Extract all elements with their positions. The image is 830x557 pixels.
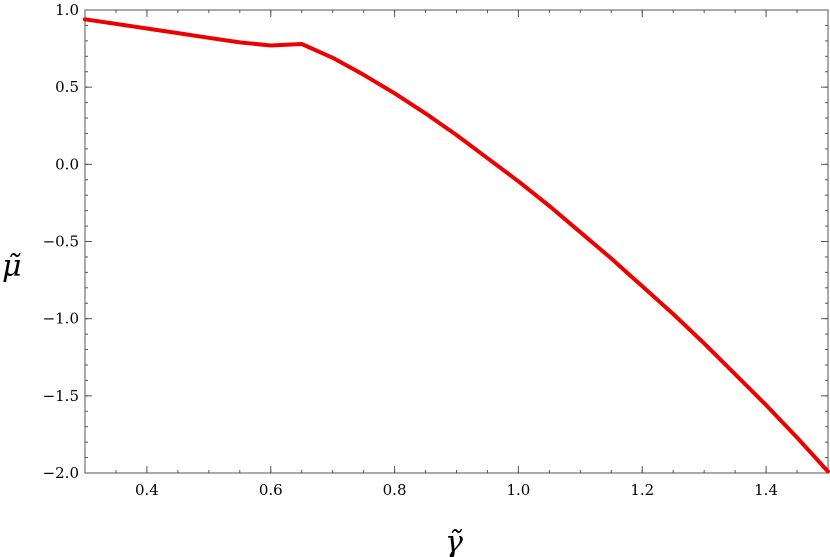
x-tick-label: 0.8 [383,481,407,499]
x-tick-label: 1.0 [506,481,530,499]
series-line [83,17,830,474]
y-tick-label: −1.0 [43,310,79,328]
x-axis-ticks: 0.4 0.6 0.8 1.0 1.2 1.4 [135,10,778,499]
x-tick-label: 1.4 [754,481,778,499]
y-tick-label: −1.5 [43,387,79,405]
x-tick-label: 0.6 [259,481,283,499]
minor-ticks [84,9,829,474]
plot-frame [84,9,829,474]
y-tick-label: 1.0 [55,1,79,19]
y-tick-label: 0.0 [55,155,79,173]
x-tick-label: 1.2 [630,481,654,499]
x-axis-title: γ̃ [445,525,463,557]
y-axis-title: μ̃ [2,249,22,284]
y-tick-label: −2.0 [43,464,79,482]
x-tick-label: 0.4 [135,481,159,499]
y-tick-label: −0.5 [43,233,79,251]
y-tick-label: 0.5 [55,78,79,96]
y-axis-ticks: 1.0 0.5 0.0 −0.5 −1.0 −1.5 −2.0 [43,1,828,482]
